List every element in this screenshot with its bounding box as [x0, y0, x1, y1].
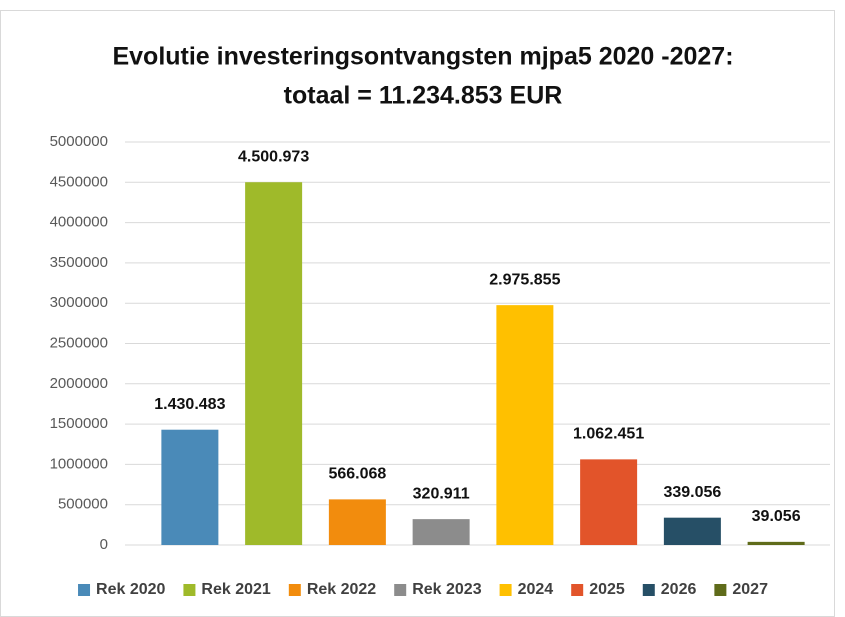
- chart-title: Evolutie investeringsontvangsten mjpa5 2…: [112, 43, 733, 71]
- y-tick-label: 2500000: [50, 334, 108, 351]
- legend-label: Rek 2021: [201, 581, 270, 598]
- data-label: 1.062.451: [573, 426, 644, 443]
- data-label: 566.068: [328, 466, 386, 483]
- y-tick-label: 4000000: [50, 214, 108, 231]
- bar: [161, 429, 219, 545]
- legend-label: Rek 2020: [96, 581, 165, 598]
- legend-label: Rek 2022: [307, 581, 376, 598]
- chart-subtitle: totaal = 11.234.853 EUR: [284, 82, 563, 110]
- bar: [747, 541, 805, 545]
- y-tick-label: 4500000: [50, 173, 108, 190]
- y-tick-label: 0: [100, 536, 108, 553]
- y-tick-label: 5000000: [50, 133, 108, 150]
- bar: [496, 305, 554, 545]
- y-tick-label: 2000000: [50, 375, 108, 392]
- y-tick-label: 500000: [58, 496, 108, 513]
- legend-swatch: [571, 584, 584, 596]
- legend-label: 2025: [589, 581, 625, 598]
- data-label: 39.056: [752, 508, 801, 525]
- y-tick-label: 1000000: [50, 455, 108, 472]
- legend-label: 2024: [518, 581, 554, 598]
- legend-label: 2026: [661, 581, 697, 598]
- legend-swatch: [394, 584, 407, 596]
- chart-border: [0, 10, 835, 617]
- data-label: 4.500.973: [238, 148, 309, 165]
- data-label: 2.975.855: [489, 271, 560, 288]
- legend-swatch: [714, 584, 727, 596]
- legend-swatch: [183, 584, 196, 596]
- y-tick-label: 1500000: [50, 415, 108, 432]
- bar: [328, 499, 386, 545]
- y-tick-label: 3500000: [50, 254, 108, 271]
- data-label: 320.911: [413, 485, 470, 502]
- y-tick-label: 3000000: [50, 294, 108, 311]
- legend-swatch: [642, 584, 655, 596]
- bar: [663, 517, 721, 545]
- data-label: 1.430.483: [154, 396, 225, 413]
- legend-label: Rek 2023: [412, 581, 481, 598]
- legend-swatch: [78, 584, 91, 596]
- legend-swatch: [288, 584, 301, 596]
- bar: [412, 519, 470, 545]
- legend-swatch: [499, 584, 512, 596]
- bar: [580, 459, 638, 545]
- bar: [245, 182, 303, 546]
- data-label: 339.056: [663, 484, 721, 501]
- legend-label: 2027: [732, 581, 768, 598]
